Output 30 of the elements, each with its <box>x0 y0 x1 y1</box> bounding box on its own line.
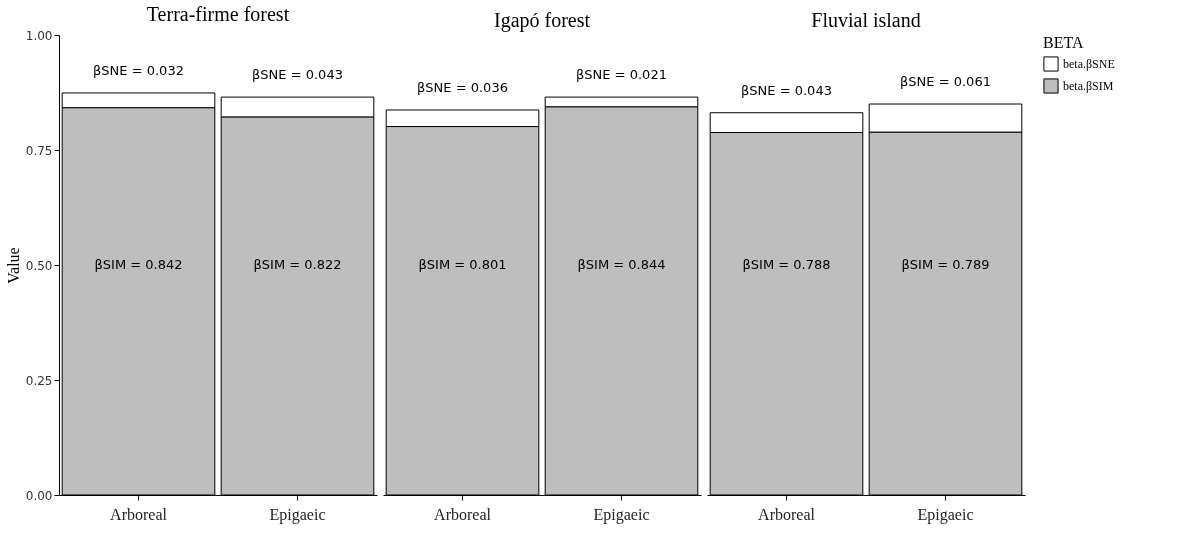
y-tick-label: 0.25 <box>25 373 53 388</box>
y-tick-label: 1.00 <box>25 28 53 43</box>
x-tick-label: Arboreal <box>110 505 168 523</box>
chart-title: Igapó forest <box>493 9 591 32</box>
chart-title: Terra-firme forest <box>146 3 290 25</box>
data-label: βSIM = 0.789 <box>901 257 990 272</box>
y-tick-label: 0.00 <box>25 488 53 503</box>
data-label: βSNE = 0.021 <box>576 67 667 83</box>
data-label: βSIM = 0.822 <box>253 257 342 272</box>
chart-title: Fluvial island <box>811 9 921 31</box>
data-label: βSNE = 0.043 <box>252 67 343 83</box>
data-label: βSNE = 0.036 <box>417 79 508 95</box>
y-tick-label: 0.75 <box>25 143 53 158</box>
x-tick-label: Epigaeic <box>917 505 974 524</box>
legend-label: beta.βSIM <box>1063 79 1114 93</box>
data-label: βSIM = 0.801 <box>418 257 507 272</box>
y-axis-title: Value <box>4 247 22 284</box>
data-label: βSIM = 0.844 <box>577 257 666 272</box>
x-tick-label: Arboreal <box>434 505 492 523</box>
y-tick-label: 0.50 <box>25 258 53 273</box>
x-tick-label: Arboreal <box>758 505 816 523</box>
x-tick-label: Epigaeic <box>269 505 326 524</box>
data-label: βSIM = 0.842 <box>94 257 183 272</box>
data-label: βSNE = 0.032 <box>93 62 184 78</box>
data-label: βSNE = 0.061 <box>900 74 991 89</box>
legend-label: beta.βSNE <box>1063 57 1115 71</box>
legend-title: BETA <box>1043 34 1084 51</box>
x-tick-label: Epigaeic <box>593 505 650 524</box>
data-label: βSNE = 0.043 <box>741 82 832 98</box>
data-label: βSIM = 0.788 <box>742 257 831 272</box>
